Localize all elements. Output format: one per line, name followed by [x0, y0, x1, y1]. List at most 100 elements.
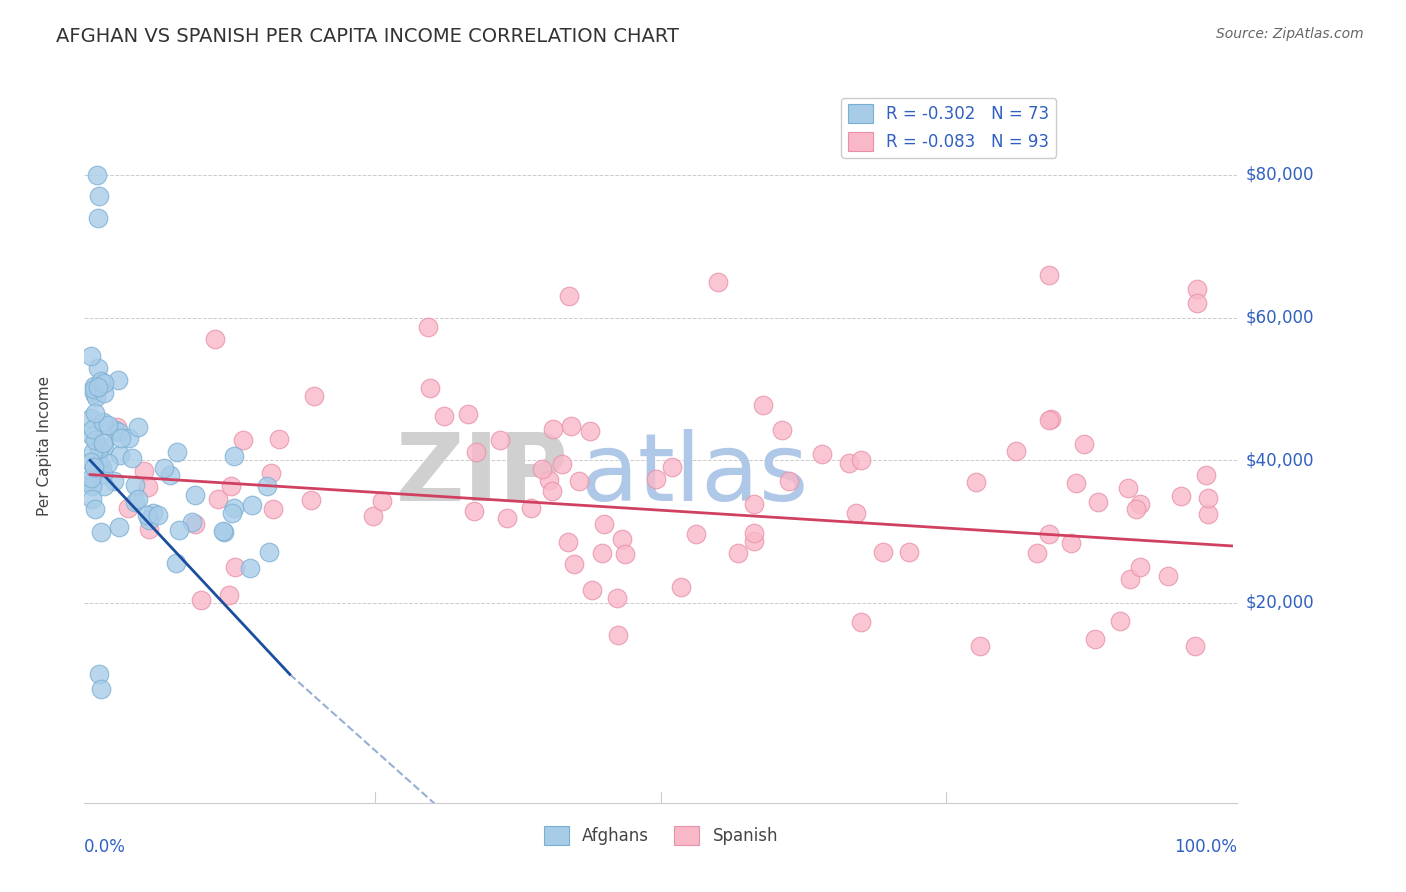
Point	[464, 444, 486, 458]
Point	[212, 524, 235, 538]
Point	[558, 289, 581, 303]
Point	[778, 474, 800, 488]
Text: $20,000: $20,000	[1246, 594, 1315, 612]
Point	[742, 525, 765, 540]
Point	[1116, 481, 1139, 495]
Point	[138, 512, 160, 526]
Point	[104, 423, 127, 437]
Point	[127, 492, 149, 507]
Point	[80, 429, 103, 443]
Point	[685, 526, 707, 541]
Point	[1038, 268, 1060, 282]
Point	[845, 506, 868, 520]
Point	[87, 455, 110, 469]
Point	[124, 494, 146, 508]
Point	[224, 560, 246, 574]
Point	[872, 544, 894, 558]
Point	[93, 376, 115, 391]
Point	[83, 378, 105, 392]
Point	[82, 445, 104, 459]
Point	[204, 332, 226, 346]
Point	[811, 447, 834, 461]
Point	[541, 422, 564, 436]
Point	[135, 508, 157, 522]
Point	[83, 385, 105, 400]
Point	[849, 615, 872, 629]
Point	[107, 519, 129, 533]
Text: 0.0%: 0.0%	[84, 838, 127, 856]
Point	[1125, 502, 1147, 516]
Point	[87, 380, 110, 394]
Point	[560, 418, 582, 433]
Point	[259, 545, 281, 559]
Point	[84, 406, 107, 420]
Point	[124, 478, 146, 492]
Point	[1195, 468, 1218, 483]
Point	[591, 546, 613, 560]
Point	[166, 444, 188, 458]
Point	[562, 557, 585, 571]
Point	[1197, 491, 1219, 506]
Text: $80,000: $80,000	[1246, 166, 1315, 184]
Point	[93, 386, 115, 401]
Point	[606, 591, 628, 606]
Point	[1040, 411, 1063, 425]
Point	[219, 479, 242, 493]
Point	[593, 516, 616, 531]
Point	[146, 508, 169, 522]
Point	[610, 532, 633, 546]
Point	[1170, 489, 1192, 503]
Point	[520, 501, 543, 516]
Text: atlas: atlas	[581, 428, 808, 521]
Point	[207, 491, 229, 506]
Point	[80, 349, 103, 363]
Point	[93, 441, 115, 455]
Point	[80, 471, 103, 485]
Point	[103, 474, 125, 488]
Point	[551, 458, 574, 472]
Text: AFGHAN VS SPANISH PER CAPITA INCOME CORRELATION CHART: AFGHAN VS SPANISH PER CAPITA INCOME CORR…	[56, 27, 679, 45]
Point	[742, 534, 765, 549]
Point	[97, 456, 120, 470]
Point	[256, 478, 278, 492]
Point	[419, 381, 441, 395]
Point	[1184, 639, 1206, 653]
Point	[239, 561, 262, 575]
Point	[418, 319, 440, 334]
Point	[184, 488, 207, 502]
Text: ZIP: ZIP	[395, 428, 568, 521]
Point	[613, 547, 636, 561]
Point	[80, 455, 103, 469]
Point	[1005, 443, 1028, 458]
Point	[84, 390, 107, 404]
Point	[727, 546, 749, 560]
Point	[262, 502, 284, 516]
Point	[299, 493, 322, 508]
Point	[267, 432, 290, 446]
Point	[84, 465, 107, 479]
Point	[83, 382, 105, 396]
Point	[107, 374, 129, 388]
Point	[1084, 632, 1107, 646]
Point	[80, 411, 103, 425]
Point	[80, 491, 103, 506]
Point	[221, 506, 243, 520]
Point	[108, 448, 131, 462]
Point	[361, 509, 384, 524]
Point	[121, 450, 143, 465]
Point	[1129, 560, 1152, 574]
Point	[136, 480, 159, 494]
Point	[184, 516, 207, 531]
Point	[82, 422, 104, 436]
Text: Per Capita Income: Per Capita Income	[37, 376, 52, 516]
Point	[134, 464, 156, 478]
Point	[190, 593, 212, 607]
Point	[97, 417, 120, 432]
Point	[91, 415, 114, 429]
Point	[117, 500, 139, 515]
Point	[1108, 615, 1130, 629]
Point	[127, 420, 149, 434]
Point	[496, 511, 519, 525]
Point	[1073, 437, 1095, 451]
Point	[83, 460, 105, 475]
